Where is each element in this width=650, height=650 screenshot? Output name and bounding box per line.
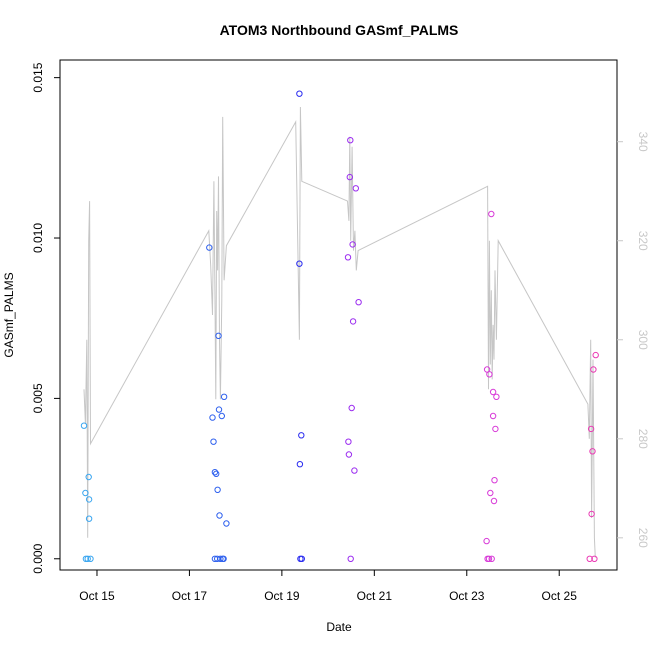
data-point-9: [209, 414, 216, 421]
data-point-43: [483, 537, 490, 545]
data-point-8: [206, 244, 213, 251]
y-tick-label-2: 0.010: [31, 223, 45, 253]
y2-tick-label-2: 300: [636, 330, 650, 350]
data-point-50: [488, 555, 495, 562]
x-tick-label-4: Oct 23: [449, 589, 485, 603]
data-point-24: [223, 520, 230, 527]
data-point-38: [349, 241, 356, 248]
y-tick-label-3: 0.015: [31, 62, 45, 92]
data-point-49: [488, 210, 495, 218]
data-point-59: [588, 510, 595, 518]
data-point-22: [220, 555, 227, 562]
secondary-line-layer: [83, 106, 596, 558]
y-axis: 0.000 0.005 0.010 0.015: [31, 62, 60, 574]
data-point-54: [491, 477, 498, 484]
x-tick-label-2: Oct 19: [264, 589, 300, 603]
data-point-0: [80, 422, 88, 429]
data-point-55: [492, 425, 499, 433]
data-point-29: [298, 432, 305, 439]
y2-tick-label-4: 340: [636, 132, 650, 152]
data-point-25: [296, 90, 303, 97]
data-point-20: [218, 412, 226, 420]
y2-tick-label-3: 320: [636, 231, 650, 251]
points-layer: [80, 90, 599, 562]
data-point-60: [589, 448, 596, 455]
data-point-36: [347, 555, 354, 562]
data-point-33: [345, 451, 353, 458]
secondary-y-axis: 260 280 300 320 340: [617, 132, 650, 548]
data-point-57: [586, 555, 593, 562]
data-point-30: [298, 555, 305, 562]
data-point-23: [220, 393, 228, 400]
y2-tick-label-1: 280: [636, 429, 650, 449]
data-point-11: [211, 469, 219, 476]
data-point-63: [592, 351, 599, 359]
data-point-62: [591, 555, 598, 562]
data-point-48: [487, 489, 494, 497]
data-point-47: [486, 371, 493, 378]
data-point-51: [489, 412, 497, 420]
data-point-5: [85, 496, 93, 503]
data-point-4: [85, 473, 92, 481]
data-point-3: [84, 555, 91, 562]
data-point-56: [493, 393, 500, 400]
data-point-34: [346, 173, 353, 181]
data-point-39: [349, 318, 357, 325]
x-axis: Oct 15 Oct 17 Oct 19 Oct 21 Oct 23 Oct 25: [79, 570, 577, 603]
y2-tick-label-0: 260: [636, 528, 650, 548]
data-point-17: [215, 406, 223, 413]
x-axis-label: Date: [326, 620, 352, 634]
chart-title: ATOM3 Northbound GASmf_PALMS: [220, 22, 459, 38]
data-point-2: [82, 555, 90, 562]
y-tick-label-1: 0.005: [31, 383, 45, 413]
data-point-6: [85, 515, 93, 522]
data-point-40: [351, 467, 358, 474]
data-point-32: [345, 438, 352, 445]
x-tick-label-5: Oct 25: [542, 589, 578, 603]
data-point-15: [214, 486, 221, 493]
data-point-35: [347, 137, 354, 144]
x-tick-label-1: Oct 17: [172, 589, 208, 603]
secondary-series-line: [83, 106, 596, 558]
data-point-1: [82, 489, 89, 497]
data-point-52: [489, 388, 497, 396]
data-point-7: [87, 555, 94, 562]
data-point-13: [213, 470, 220, 477]
data-point-37: [348, 404, 355, 412]
data-point-26: [296, 260, 303, 267]
data-point-61: [590, 366, 597, 373]
data-point-18: [216, 512, 223, 519]
data-point-16: [215, 332, 222, 339]
x-tick-label-3: Oct 21: [357, 589, 393, 603]
data-point-58: [587, 425, 595, 433]
y-axis-label: GASmf_PALMS: [2, 272, 16, 357]
data-point-19: [217, 555, 224, 562]
x-tick-label-0: Oct 15: [79, 589, 115, 603]
data-point-41: [352, 185, 359, 192]
data-point-31: [344, 254, 352, 261]
data-point-27: [296, 461, 304, 468]
data-point-10: [210, 438, 217, 445]
y-tick-label-0: 0.000: [31, 543, 45, 573]
data-point-42: [355, 299, 362, 306]
data-point-53: [490, 497, 498, 505]
data-point-46: [485, 555, 493, 562]
plot-frame: [59, 59, 618, 571]
